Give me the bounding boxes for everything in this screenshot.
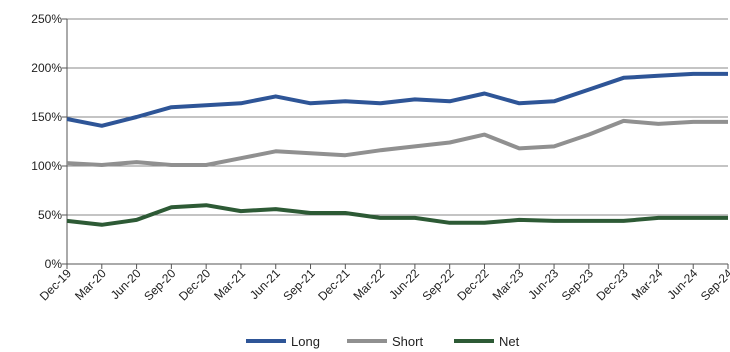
x-tick-label: Mar-20 [72,266,109,303]
y-tick-label: 200% [31,61,62,75]
x-tick-label: Sep-22 [420,266,457,303]
x-tick-label: Dec-22 [454,266,491,303]
x-tick-label: Dec-23 [593,266,630,303]
x-tick-label: Mar-22 [350,266,387,303]
x-tick-label: Sep-20 [141,266,178,303]
legend-label-short: Short [392,334,423,349]
y-tick-label: 50% [38,208,62,222]
x-tick-label: Jun-22 [386,266,422,302]
series-lines [66,71,728,227]
y-tick-label: 150% [31,110,62,124]
x-tick-label: Dec-20 [176,266,213,303]
y-tick-labels: 0% 50% 100% 150% 200% 250% [31,12,62,271]
x-tick-labels: Dec-19Mar-20Jun-20Sep-20Dec-20Mar-21Jun-… [37,266,730,303]
x-tick-label: Dec-21 [315,266,352,303]
y-tick-label: 250% [31,12,62,26]
legend-label-long: Long [291,334,320,349]
gridlines [67,18,728,216]
axes [62,18,729,269]
x-tick-label: Sep-23 [559,266,596,303]
x-tick-label: Mar-23 [490,266,527,303]
x-tick-label: Jun-21 [247,266,283,302]
x-tick-label: Jun-20 [108,266,144,302]
y-tick-label: 0% [45,257,63,271]
legend: Long Short Net [246,334,520,349]
x-tick-label: Sep-24 [698,266,730,303]
x-tick-label: Sep-21 [280,266,317,303]
x-tick-label: Dec-19 [37,266,74,303]
x-tick-label: Mar-21 [211,266,248,303]
x-tick-label: Jun-24 [664,266,700,302]
series-line-net [66,203,728,227]
series-line-long [66,71,728,128]
legend-label-net: Net [499,334,520,349]
series-line-short [66,118,728,167]
x-tick-label: Mar-24 [629,266,666,303]
x-tick-label: Jun-23 [525,266,561,302]
y-tick-label: 100% [31,159,62,173]
